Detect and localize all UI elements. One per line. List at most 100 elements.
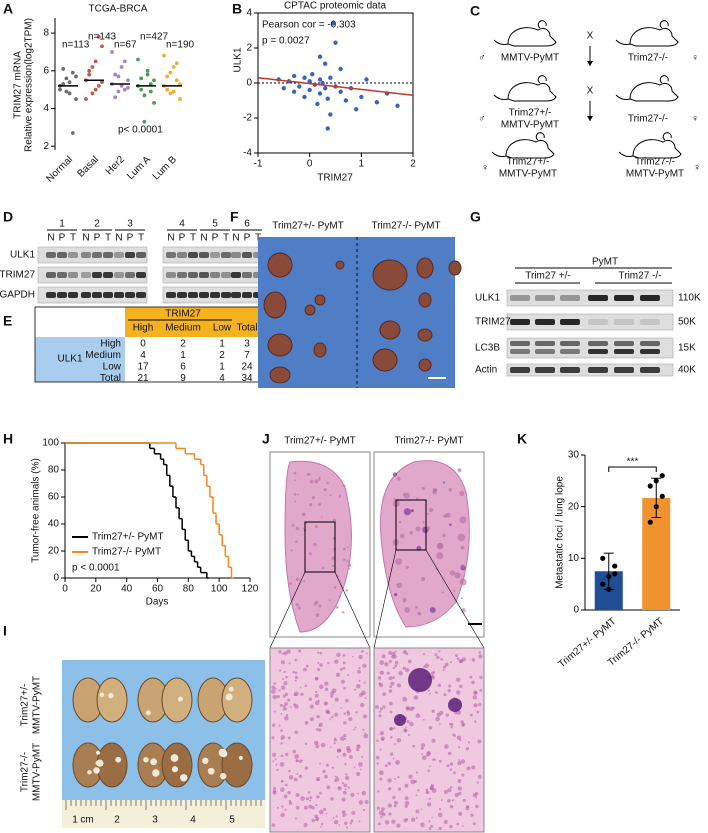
x-tick-label: Her2 bbox=[104, 154, 127, 177]
data-point bbox=[162, 53, 166, 58]
group-label: Trim27+/- PyMT bbox=[272, 221, 344, 232]
tissue-dot bbox=[392, 676, 395, 679]
tissue-dot bbox=[449, 661, 452, 664]
tissue-dot bbox=[313, 543, 317, 547]
tissue-dot bbox=[459, 739, 462, 742]
tissue-dot bbox=[313, 602, 317, 606]
mouse-icon bbox=[491, 132, 555, 159]
tissue-dot bbox=[449, 768, 452, 771]
ruler-label: 4 bbox=[190, 815, 196, 826]
tissue-dot bbox=[272, 760, 275, 763]
tissue-dot bbox=[436, 655, 440, 660]
tissue-dot bbox=[358, 679, 361, 682]
tissue-dot bbox=[279, 703, 283, 707]
blot-band bbox=[614, 319, 634, 325]
tissue-dot bbox=[429, 786, 433, 791]
tissue-dot bbox=[382, 705, 386, 709]
blot-band bbox=[114, 272, 124, 278]
tissue-dot bbox=[428, 797, 431, 800]
tissue-dot bbox=[407, 733, 411, 737]
tissue-dot bbox=[395, 760, 400, 765]
blot-band bbox=[640, 319, 660, 325]
annotation: Pearson cor = -0.303 bbox=[262, 20, 356, 31]
table-cell: Medium bbox=[85, 350, 121, 361]
ruler-label: 1 bbox=[72, 815, 78, 826]
tissue-dot bbox=[392, 795, 396, 800]
data-point bbox=[647, 519, 653, 525]
significance: *** bbox=[627, 457, 639, 468]
data-point bbox=[113, 95, 118, 100]
tissue-dot bbox=[280, 742, 283, 745]
blot-band bbox=[614, 295, 634, 301]
lane-label: T bbox=[223, 233, 229, 244]
tissue-dot bbox=[293, 777, 298, 782]
annotation: p = 0.0027 bbox=[262, 36, 310, 47]
tissue-dot bbox=[474, 792, 479, 796]
blot-band bbox=[57, 252, 67, 258]
tissue-dot bbox=[422, 755, 427, 761]
sex-symbol: ♂ bbox=[478, 53, 486, 64]
tissue-dot bbox=[304, 684, 308, 688]
tissue-dot bbox=[396, 823, 401, 828]
panel-letter: D bbox=[3, 209, 13, 225]
data-point bbox=[317, 91, 323, 96]
tissue-dot bbox=[384, 764, 388, 768]
tissue-dot bbox=[434, 653, 438, 657]
tissue-dot bbox=[430, 824, 434, 828]
tissue-dot bbox=[421, 486, 425, 491]
genotype: Trim27-/- bbox=[628, 53, 668, 64]
blot-band bbox=[510, 295, 530, 301]
tissue-dot bbox=[340, 707, 342, 709]
blot-band bbox=[177, 272, 187, 278]
tissue-dot bbox=[362, 808, 366, 812]
lane-group: 3 bbox=[127, 219, 133, 230]
data-point bbox=[302, 75, 307, 80]
data-point bbox=[61, 67, 66, 71]
tissue-dot bbox=[459, 516, 467, 524]
y-tick-label: 10 bbox=[568, 553, 580, 564]
tissue-dot bbox=[274, 758, 277, 761]
tissue-dot bbox=[388, 659, 392, 663]
data-point bbox=[96, 83, 101, 88]
tissue-dot bbox=[406, 707, 410, 711]
x-tick-label: 60 bbox=[152, 584, 164, 595]
ruler-label: 3 bbox=[152, 815, 158, 826]
blot-band bbox=[231, 272, 241, 278]
tissue-dot bbox=[467, 741, 471, 744]
tissue-dot bbox=[445, 512, 451, 518]
tissue-dot bbox=[477, 739, 482, 744]
tissue-dot bbox=[273, 786, 276, 790]
tissue-dot bbox=[324, 681, 329, 686]
lane-label: T bbox=[70, 233, 76, 244]
tissue-dot bbox=[288, 801, 293, 805]
sex-symbol: ♀ bbox=[693, 163, 701, 174]
tissue-dot bbox=[432, 671, 436, 674]
tissue-dot bbox=[410, 779, 416, 785]
tissue-dot bbox=[349, 822, 353, 825]
tissue-dot bbox=[459, 684, 463, 689]
tissue-dot bbox=[381, 812, 386, 817]
tissue-dot bbox=[384, 662, 389, 667]
blot-band bbox=[81, 252, 91, 258]
tissue-dot bbox=[308, 697, 313, 701]
data-point bbox=[171, 89, 176, 94]
blot-band bbox=[221, 252, 231, 258]
blot-band bbox=[188, 272, 198, 278]
tissue-dot bbox=[437, 542, 444, 549]
zoom-connector bbox=[269, 571, 306, 649]
y-tick-label: 2 bbox=[246, 43, 252, 54]
tissue-dot bbox=[283, 670, 286, 674]
tissue-dot bbox=[333, 585, 337, 589]
tissue-dot bbox=[343, 783, 348, 788]
tissue-dot bbox=[405, 652, 409, 656]
blot-band bbox=[103, 292, 113, 298]
tissue-dot bbox=[272, 790, 277, 795]
tissue-dot bbox=[456, 735, 462, 741]
tissue-dot bbox=[319, 762, 322, 765]
tissue-dot bbox=[341, 782, 344, 785]
tumor bbox=[372, 348, 398, 372]
tissue-dot bbox=[403, 508, 411, 516]
row-label: TRIM27 bbox=[0, 270, 35, 281]
tissue-dot bbox=[298, 774, 303, 779]
tissue-dot bbox=[427, 513, 430, 516]
